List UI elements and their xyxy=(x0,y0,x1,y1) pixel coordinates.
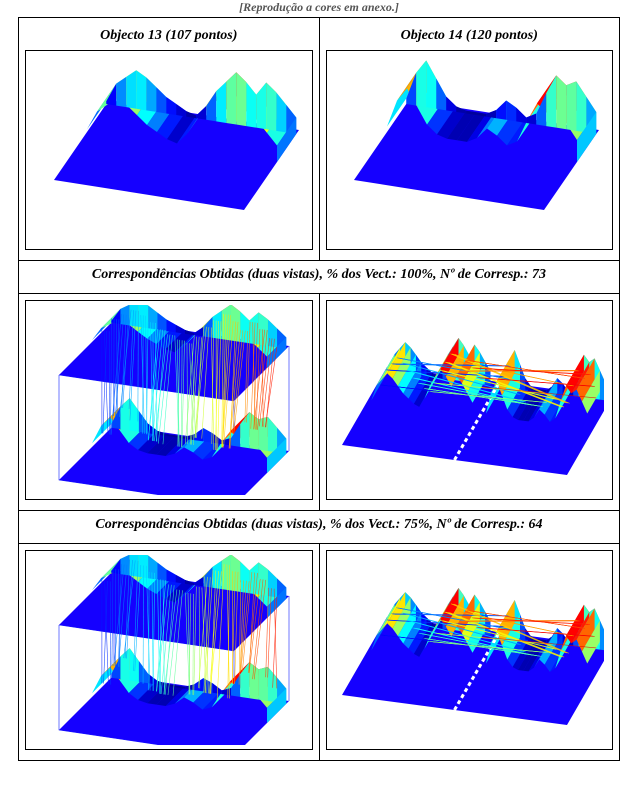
obj14-label: Objecto 14 (120 pontos) xyxy=(326,24,614,50)
corr-75-heading: Correspondências Obtidas (duas vistas), … xyxy=(95,513,542,538)
surface-obj13 xyxy=(34,55,304,245)
cell-corr-75-hdr: Correspondências Obtidas (duas vistas), … xyxy=(19,511,620,544)
panel-corr-100-B xyxy=(326,300,614,500)
row-objects: Objecto 13 (107 pontos) Objecto 14 (120 … xyxy=(19,18,620,261)
cell-corr-100-hdr: Correspondências Obtidas (duas vistas), … xyxy=(19,261,620,294)
cell-corr-75-B xyxy=(319,544,620,761)
cell-corr-75-A xyxy=(19,544,320,761)
panel-corr-75-B xyxy=(326,550,614,750)
row-corr-100-panels xyxy=(19,294,620,511)
figure-table: Objecto 13 (107 pontos) Objecto 14 (120 … xyxy=(18,17,620,761)
cell-obj13: Objecto 13 (107 pontos) xyxy=(19,18,320,261)
obj13-label: Objecto 13 (107 pontos) xyxy=(25,24,313,50)
cell-corr-100-A xyxy=(19,294,320,511)
cell-corr-100-B xyxy=(319,294,620,511)
clipped-caption: [Reprodução a cores em anexo.] xyxy=(18,0,620,15)
corr-100-heading: Correspondências Obtidas (duas vistas), … xyxy=(92,263,546,288)
svg-corr-100-A xyxy=(34,305,304,495)
svg-corr-100-B xyxy=(334,305,604,495)
panel-corr-75-A xyxy=(25,550,313,750)
cell-obj14: Objecto 14 (120 pontos) xyxy=(319,18,620,261)
row-corr-75-hdr: Correspondências Obtidas (duas vistas), … xyxy=(19,511,620,544)
panel-corr-100-A xyxy=(25,300,313,500)
row-corr-75-panels xyxy=(19,544,620,761)
row-corr-100-hdr: Correspondências Obtidas (duas vistas), … xyxy=(19,261,620,294)
svg-corr-75-B xyxy=(334,555,604,745)
svg-corr-75-A xyxy=(34,555,304,745)
panel-obj14 xyxy=(326,50,614,250)
surface-obj14 xyxy=(334,55,604,245)
panel-obj13 xyxy=(25,50,313,250)
